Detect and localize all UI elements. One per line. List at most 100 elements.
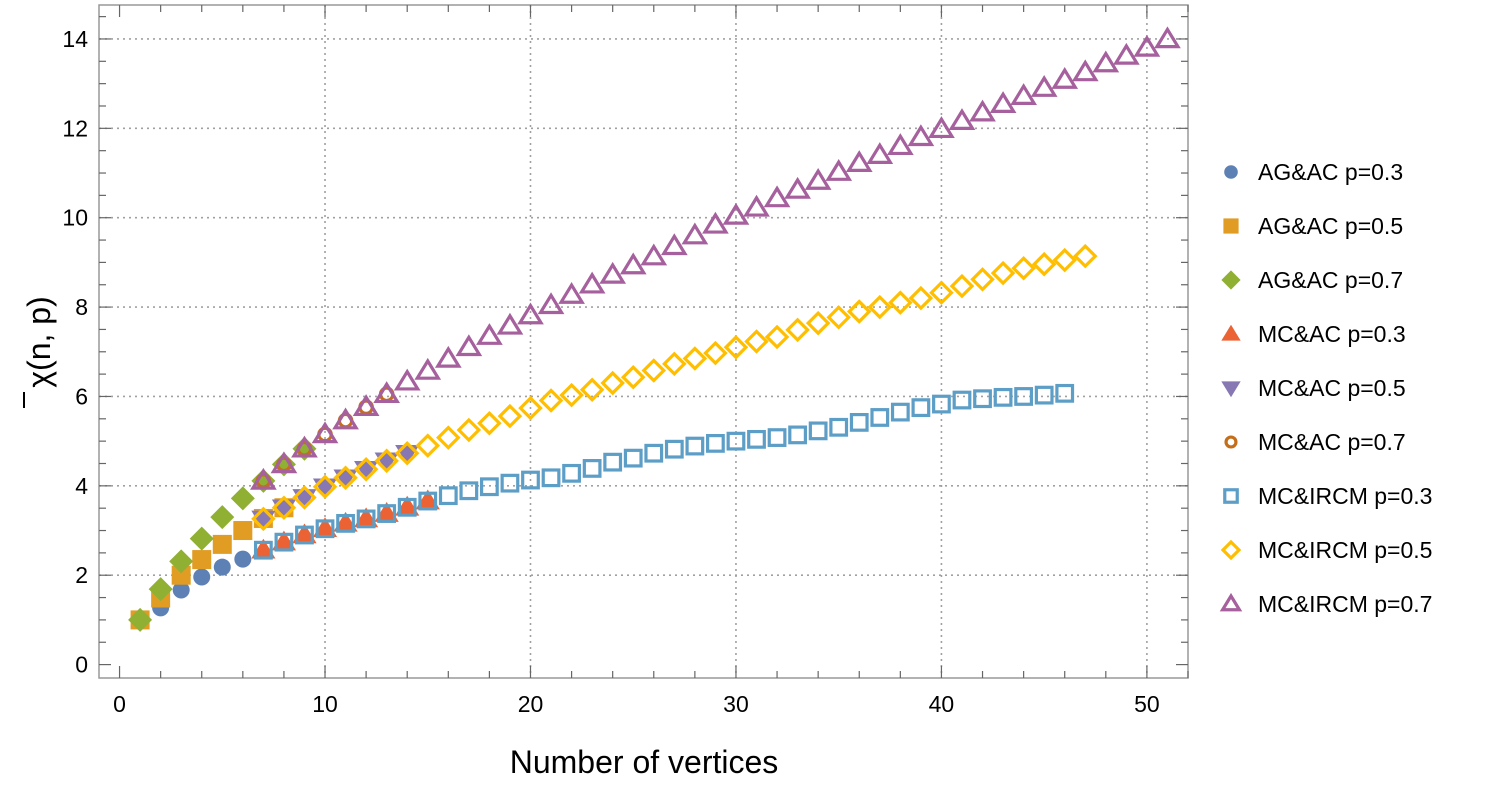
data-point bbox=[952, 390, 972, 410]
data-point bbox=[189, 526, 214, 551]
data-point bbox=[932, 394, 951, 414]
data-point bbox=[1030, 75, 1058, 97]
data-point bbox=[559, 382, 584, 408]
x-axis-title: Number of vertices bbox=[510, 744, 779, 780]
data-point bbox=[292, 523, 317, 544]
data-point bbox=[234, 550, 252, 568]
data-point bbox=[192, 550, 212, 570]
x-tick-label: 0 bbox=[113, 691, 126, 717]
data-point bbox=[805, 310, 831, 336]
data-point bbox=[438, 486, 458, 506]
y-axis-tick-labels: 0 2 4 6 8 10 12 14 bbox=[62, 26, 88, 678]
data-point bbox=[274, 532, 294, 552]
data-point bbox=[928, 116, 955, 139]
data-point bbox=[479, 477, 499, 497]
legend-item: MC&AC p=0.5 bbox=[1221, 375, 1406, 401]
data-point bbox=[521, 470, 540, 490]
data-point bbox=[377, 504, 397, 523]
data-point bbox=[582, 459, 602, 478]
data-point bbox=[1113, 42, 1140, 65]
grid-lines bbox=[99, 5, 1188, 678]
data-point bbox=[250, 467, 277, 490]
data-point bbox=[148, 577, 173, 602]
data-point bbox=[562, 463, 581, 483]
data-point bbox=[888, 290, 913, 315]
data-point bbox=[397, 497, 417, 517]
data-point bbox=[929, 280, 954, 306]
data-point bbox=[271, 530, 296, 551]
data-point bbox=[989, 91, 1017, 114]
data-point bbox=[1051, 67, 1079, 89]
data-point bbox=[744, 329, 769, 354]
data-point bbox=[393, 368, 421, 391]
data-point bbox=[541, 468, 561, 488]
y-tick-label: 8 bbox=[75, 294, 88, 320]
data-point bbox=[1092, 50, 1120, 73]
legend-label: AG&AC p=0.7 bbox=[1258, 267, 1403, 293]
data-point bbox=[251, 538, 276, 559]
data-point bbox=[808, 421, 828, 441]
data-point bbox=[558, 281, 585, 304]
data-point bbox=[747, 429, 766, 449]
data-point bbox=[908, 285, 934, 311]
data-point bbox=[496, 312, 524, 335]
y-tick-label: 6 bbox=[75, 383, 88, 409]
data-point bbox=[374, 448, 399, 474]
data-point bbox=[849, 412, 869, 432]
data-point bbox=[870, 408, 890, 427]
data-point bbox=[311, 421, 339, 444]
data-point bbox=[251, 506, 276, 532]
data-point bbox=[763, 185, 791, 208]
y-axis-title: χ(n, p) bbox=[21, 296, 57, 408]
data-point bbox=[599, 261, 627, 284]
legend-label: AG&AC p=0.5 bbox=[1258, 213, 1403, 239]
diamond-outline-icon bbox=[1220, 539, 1242, 561]
data-point bbox=[578, 271, 606, 294]
data-point bbox=[1154, 26, 1181, 49]
legend-label: MC&IRCM p=0.5 bbox=[1258, 537, 1432, 563]
x-tick-label: 20 bbox=[518, 691, 544, 717]
data-point bbox=[352, 394, 380, 416]
data-point bbox=[538, 388, 564, 413]
data-point bbox=[1034, 385, 1054, 405]
data-point bbox=[1073, 243, 1098, 269]
data-point bbox=[415, 433, 441, 458]
data-point bbox=[619, 252, 647, 275]
legend-item: AG&AC p=0.7 bbox=[1221, 267, 1403, 293]
legend-item: MC&AC p=0.3 bbox=[1221, 321, 1406, 347]
data-point bbox=[332, 407, 359, 430]
data-point bbox=[537, 292, 565, 315]
legend-label: MC&IRCM p=0.3 bbox=[1258, 483, 1432, 509]
legend-item: MC&IRCM p=0.7 bbox=[1219, 591, 1432, 617]
y-tick-label: 4 bbox=[75, 473, 88, 499]
data-point bbox=[703, 340, 728, 366]
data-point bbox=[723, 335, 749, 360]
data-point bbox=[826, 305, 851, 330]
data-point bbox=[455, 334, 483, 357]
legend-item: MC&IRCM p=0.3 bbox=[1223, 483, 1432, 509]
data-point bbox=[825, 159, 853, 181]
data-point bbox=[128, 607, 153, 632]
data-point bbox=[948, 108, 976, 130]
data-point bbox=[333, 465, 358, 491]
legend-label: MC&AC p=0.7 bbox=[1258, 429, 1406, 455]
x-tick-label: 40 bbox=[929, 691, 955, 717]
data-point bbox=[743, 194, 770, 217]
x-tick-label: 50 bbox=[1134, 691, 1160, 717]
legend-label: MC&AC p=0.3 bbox=[1258, 321, 1406, 347]
data-point bbox=[374, 502, 399, 522]
data-point bbox=[907, 124, 935, 147]
data-point bbox=[603, 452, 623, 472]
data-point bbox=[394, 440, 420, 466]
data-point bbox=[784, 176, 811, 199]
y-tick-label: 0 bbox=[75, 652, 88, 678]
data-point bbox=[767, 428, 787, 447]
data-point bbox=[644, 443, 664, 463]
data-point bbox=[600, 370, 625, 396]
circle-outline-icon bbox=[1224, 435, 1238, 449]
data-point bbox=[911, 398, 931, 418]
data-point bbox=[681, 222, 709, 245]
x-tick-label: 30 bbox=[723, 691, 749, 717]
data-point bbox=[682, 346, 708, 371]
series-mc-ac-p-0-3 bbox=[251, 489, 440, 559]
